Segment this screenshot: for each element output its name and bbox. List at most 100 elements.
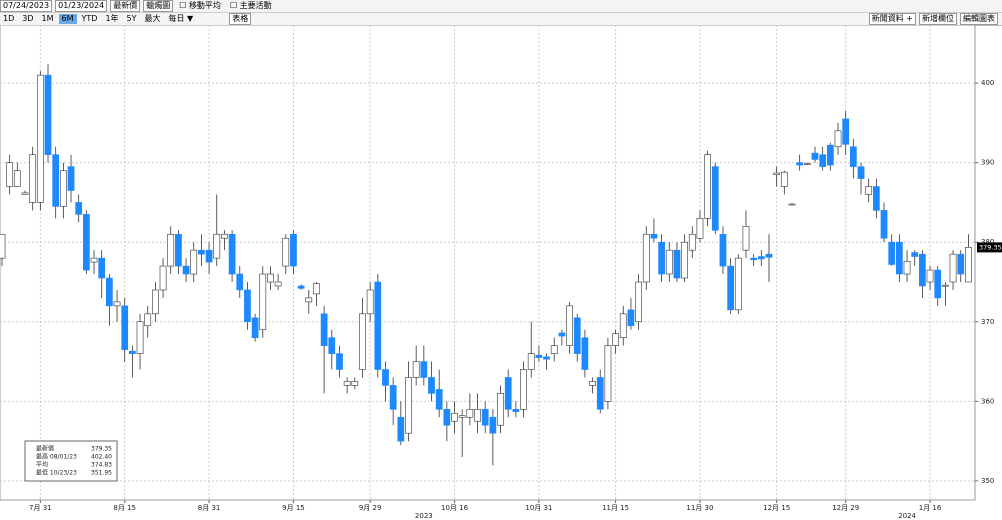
news-button[interactable]: 新聞資料 + — [868, 13, 916, 25]
period-button[interactable]: 1M — [41, 14, 54, 23]
candle-body — [934, 269, 942, 299]
add-field[interactable]: 新增欄位 — [919, 13, 957, 25]
candle-body — [313, 283, 320, 295]
y-tick-label: 380 — [981, 238, 994, 246]
start-date[interactable]: 07/24/2023 — [0, 0, 53, 12]
candle-body — [6, 162, 14, 187]
candle-body — [612, 333, 619, 346]
candle-body — [681, 241, 688, 279]
candle-body — [811, 152, 819, 160]
candle-body — [880, 210, 888, 239]
candle-body — [182, 265, 190, 275]
candle-body — [412, 361, 420, 378]
candle-body — [481, 408, 489, 426]
candle-body — [251, 317, 259, 338]
period-button[interactable]: 3D — [22, 14, 34, 23]
moving-average[interactable]: ☐ 移動平均 — [179, 1, 221, 10]
x-tick-label: 11月 30 — [686, 504, 713, 512]
candle-body — [872, 186, 880, 211]
last-price-label: 379.35 — [979, 243, 1002, 251]
candle-body — [573, 317, 581, 354]
candle-body — [474, 408, 481, 422]
candle-body — [98, 257, 106, 279]
period-button[interactable]: 5Y — [126, 14, 137, 23]
candle-body — [152, 289, 159, 315]
legend-value: 379.35 — [91, 446, 112, 453]
legend-value: 351.95 — [91, 470, 112, 477]
candle-body — [658, 241, 665, 275]
legend-name: 最低 10/23/23 — [36, 469, 77, 477]
table-button[interactable]: 表格 — [229, 13, 252, 25]
candle-body — [826, 144, 834, 166]
candle-body — [780, 171, 788, 187]
candle-body — [550, 345, 558, 354]
candle-body — [420, 361, 428, 378]
candle-body — [903, 261, 911, 275]
periods: 1D 3D 1M 6M YTD 1年 5Y 最大 每日 ▼ — [0, 14, 196, 24]
candle-body — [336, 353, 343, 370]
candle-body — [673, 249, 681, 279]
candle-body — [558, 332, 566, 337]
x-tick-label: 12月 29 — [832, 504, 859, 512]
x-tick-label: 10月 16 — [441, 504, 469, 512]
period-button[interactable]: YTD — [81, 14, 98, 23]
candle-body — [198, 249, 205, 255]
edit-chart[interactable]: 編輯圖表 — [960, 13, 998, 25]
field-select[interactable]: 最新價 — [110, 0, 141, 12]
toolbar: 07/24/2023 01/23/2024 最新價 蠟燭圖 ☐ 移動平均 ☐ 主… — [0, 0, 1002, 13]
candle-body — [757, 256, 765, 260]
candle-body — [849, 146, 857, 167]
candle-body — [949, 253, 957, 283]
candle-body — [121, 305, 129, 350]
candle-body — [796, 162, 804, 166]
candle-body — [512, 408, 520, 412]
y-tick-label: 360 — [981, 397, 994, 405]
candle-body — [36, 74, 44, 203]
x-tick-label: 8月 15 — [113, 504, 136, 512]
candle-body — [819, 154, 827, 167]
chart-kind[interactable]: 蠟燭圖 — [143, 0, 174, 12]
end-date[interactable]: 01/23/2024 — [55, 0, 108, 12]
candle-body — [589, 381, 596, 386]
candle-body — [21, 192, 29, 195]
candle-body — [282, 237, 290, 267]
candle-body — [842, 118, 850, 145]
y-tick-label: 400 — [981, 79, 994, 87]
candle-body — [435, 389, 443, 410]
candle-body — [696, 218, 704, 239]
candle-body — [343, 381, 351, 386]
candle-body — [834, 130, 842, 148]
last-price-tag — [977, 242, 1002, 253]
period-button[interactable]: 最大 — [144, 14, 161, 23]
y-tick-label: 370 — [981, 318, 994, 326]
candle-body — [803, 163, 811, 165]
period-button[interactable]: 1D — [3, 14, 15, 23]
candle-body — [52, 154, 60, 207]
period-button[interactable]: 1年 — [105, 14, 119, 23]
x-tick-label: 9月 29 — [359, 504, 382, 512]
period-button[interactable]: 每日 ▼ — [168, 14, 194, 23]
candle-body — [857, 166, 865, 179]
candle-body — [290, 233, 297, 267]
x-tick-label: 10月 31 — [525, 504, 552, 512]
candle-body — [619, 313, 627, 338]
candle-body — [919, 253, 926, 287]
candle-body — [888, 241, 896, 265]
candle-body — [221, 233, 228, 239]
candle-body — [167, 233, 175, 267]
events[interactable]: ☐ 主要活動 — [229, 1, 272, 10]
period-button[interactable]: 6M — [58, 14, 77, 24]
candle-body — [82, 214, 90, 271]
candle-body — [665, 249, 673, 275]
candle-body — [942, 284, 949, 287]
candle-body — [129, 350, 136, 354]
candle-body — [389, 385, 397, 410]
candle-body — [773, 172, 781, 175]
candle-body — [458, 415, 466, 418]
candle-body — [642, 233, 650, 283]
x-tick-label: 12月 15 — [763, 504, 790, 512]
candle-body — [520, 369, 527, 410]
candle-body — [136, 321, 144, 354]
candle-body — [428, 377, 435, 394]
